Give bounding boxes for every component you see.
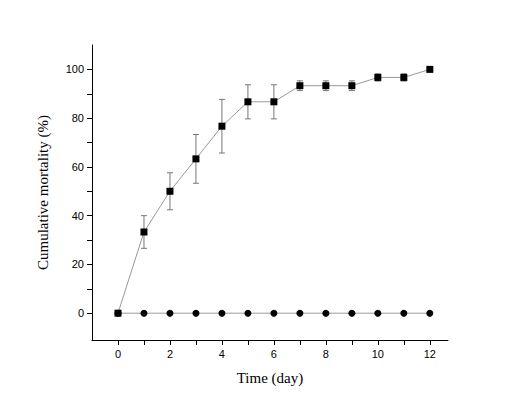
svg-text:0: 0 <box>115 348 121 360</box>
svg-text:Cumulative mortality (%): Cumulative mortality (%) <box>35 115 52 270</box>
svg-text:20: 20 <box>72 258 84 270</box>
svg-text:Time (day): Time (day) <box>237 370 304 387</box>
svg-text:80: 80 <box>72 112 84 124</box>
svg-text:2: 2 <box>167 348 173 360</box>
svg-text:6: 6 <box>271 348 277 360</box>
svg-text:8: 8 <box>323 348 329 360</box>
svg-text:12: 12 <box>424 348 436 360</box>
svg-text:4: 4 <box>219 348 225 360</box>
svg-text:40: 40 <box>72 210 84 222</box>
svg-text:100: 100 <box>66 63 84 75</box>
svg-text:60: 60 <box>72 161 84 173</box>
svg-text:10: 10 <box>372 348 384 360</box>
svg-text:0: 0 <box>78 307 84 319</box>
